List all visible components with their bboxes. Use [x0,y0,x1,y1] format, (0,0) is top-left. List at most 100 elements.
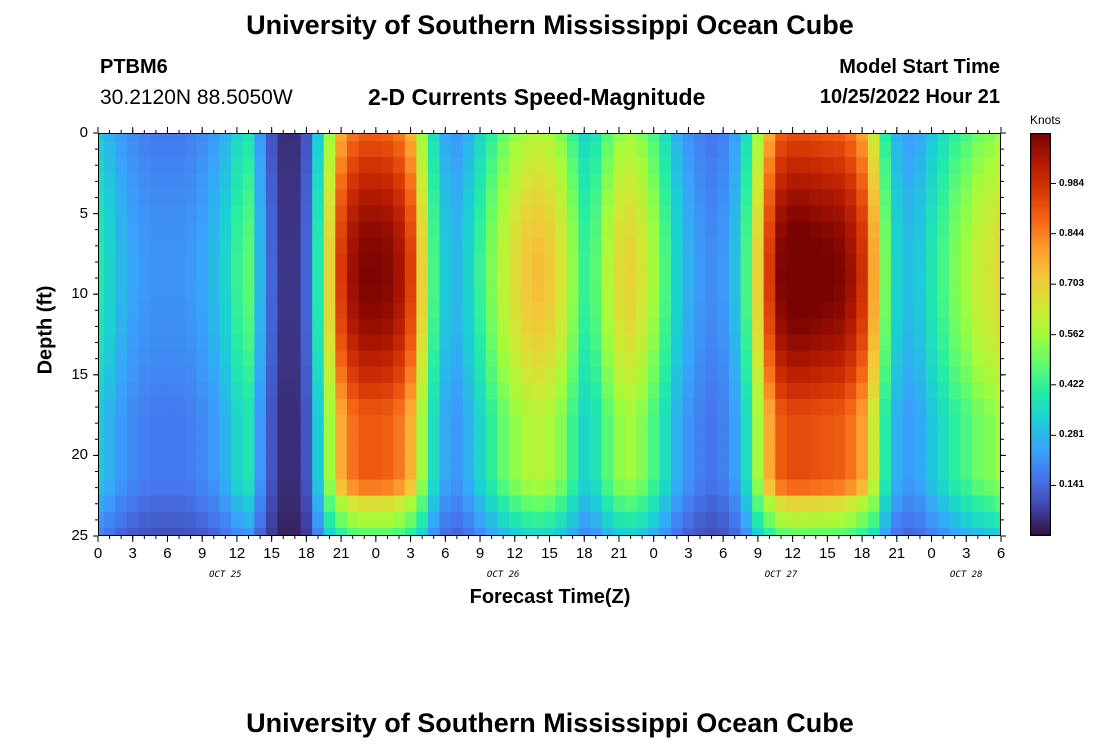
heatmap-cell [902,495,915,513]
heatmap-cell [207,350,221,368]
heatmap-cell [381,398,394,416]
heatmap-cell [161,133,174,142]
heatmap-cell [786,270,800,287]
heatmap-cell [207,157,221,174]
heatmap-cell [740,366,753,384]
heatmap-cell [659,398,672,416]
heatmap-cell [555,133,568,142]
heatmap-cell [532,237,545,255]
heatmap-cell [173,463,186,481]
heatmap-cell [277,189,290,207]
heatmap-cell [601,463,614,481]
heatmap-cell [335,382,348,400]
heatmap-cell [671,431,684,448]
heatmap-cell [543,205,556,223]
heatmap-cell [867,431,881,448]
heatmap-cell [416,157,429,174]
heatmap-cell [995,479,1001,497]
heatmap-cell [439,527,452,536]
heatmap-plot [98,133,1001,536]
heatmap-cell [300,205,313,223]
heatmap-cell [289,447,302,465]
heatmap-cell [520,415,533,432]
heatmap-cell [381,431,394,448]
heatmap-cell [717,334,730,352]
heatmap-cell [532,447,545,465]
heatmap-cell [590,205,603,223]
heatmap-cell [277,286,290,303]
heatmap-cell [705,366,718,384]
heatmap-cell [856,302,869,319]
heatmap-cell [103,479,116,497]
heatmap-cell [219,431,232,448]
heatmap-cell [786,415,800,432]
heatmap-cell [728,431,742,448]
heatmap-cell [728,318,742,336]
heatmap-cell [520,318,533,336]
heatmap-cell [682,253,695,271]
heatmap-cell [752,495,765,513]
heatmap-cell [427,463,441,481]
heatmap-cell [219,382,232,400]
heatmap-cell [543,302,556,319]
heatmap-cell [427,366,441,384]
heatmap-cell [439,253,452,271]
heatmap-cell [358,318,371,336]
heatmap-cell [659,431,672,448]
heatmap-cell [254,334,267,352]
heatmap-cell [601,382,614,400]
heatmap-cell [856,479,869,497]
heatmap-cell [775,221,788,239]
heatmap-cell [647,398,661,416]
heatmap-cell [300,302,313,319]
heatmap-cell [856,463,869,481]
heatmap-cell [578,447,591,465]
heatmap-cell [798,221,811,239]
heatmap-cell [161,527,174,536]
heatmap-cell [798,398,811,416]
heatmap-cell [115,205,128,223]
heatmap-cell [138,141,151,158]
heatmap-cell [636,366,649,384]
heatmap-cell [289,415,302,432]
heatmap-cell [624,398,637,416]
heatmap-cell [265,479,279,497]
heatmap-cell [601,302,614,319]
heatmap-cell [370,447,383,465]
heatmap-cell [705,447,718,465]
heatmap-cell [497,447,510,465]
heatmap-cell [728,479,742,497]
heatmap-cell [393,447,406,465]
heatmap-cell [265,189,279,207]
heatmap-cell [879,253,892,271]
heatmap-cell [370,366,383,384]
heatmap-cell [914,511,927,529]
heatmap-cell [902,302,915,319]
heatmap-cell [972,350,985,368]
heatmap-cell [798,495,811,513]
heatmap-cell [555,415,568,432]
heatmap-cell [98,415,105,432]
heatmap-cell [138,479,151,497]
heatmap-cell [694,398,707,416]
heatmap-cell [682,527,695,536]
heatmap-cell [590,415,603,432]
heatmap-cell [161,334,174,352]
heatmap-cell [462,205,475,223]
heatmap-cell [833,205,846,223]
heatmap-cell [613,447,626,465]
heatmap-cell [184,527,198,536]
heatmap-cell [960,133,973,142]
heatmap-cell [115,157,128,174]
heatmap-cell [138,495,151,513]
heatmap-cell [948,366,962,384]
heatmap-cell [254,270,267,287]
heatmap-cell [184,463,198,481]
heatmap-cell [555,479,568,497]
heatmap-cell [300,133,313,142]
heatmap-cell [566,157,580,174]
heatmap-cell [717,479,730,497]
heatmap-cell [624,350,637,368]
heatmap-cell [983,205,996,223]
heatmap-cell [821,253,834,271]
